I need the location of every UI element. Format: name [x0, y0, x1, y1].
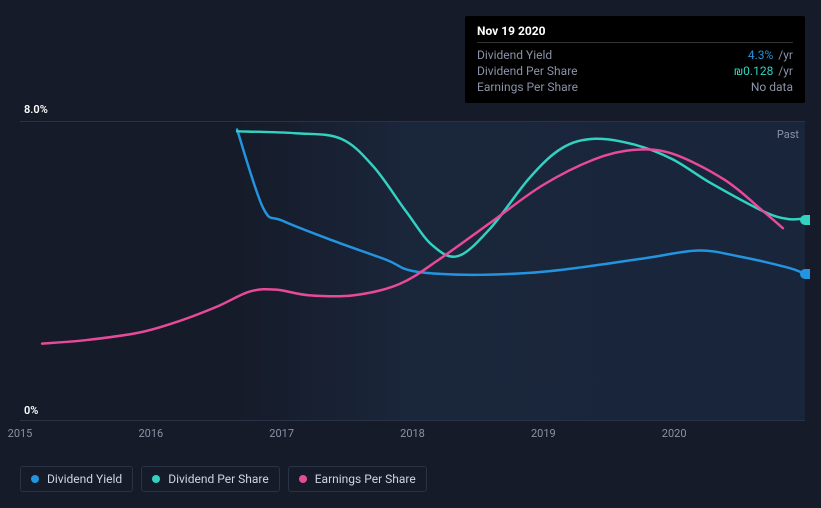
series-line-dividend_per_share	[237, 131, 802, 256]
tooltip-row-value: No data	[751, 80, 793, 94]
series-svg	[20, 122, 805, 420]
x-tick: 2020	[662, 427, 687, 440]
legend-item-dividend_per_share[interactable]: Dividend Per Share	[141, 466, 280, 492]
series-line-earnings_per_share	[42, 149, 783, 343]
legend-label: Dividend Per Share	[168, 472, 269, 486]
x-tick: 2016	[138, 427, 163, 440]
tooltip-row: Dividend Per Share ₪0.128 /yr	[477, 63, 793, 79]
plot-area[interactable]: Past	[20, 121, 805, 421]
y-axis-max: 8.0%	[24, 103, 48, 116]
legend-dot	[31, 475, 39, 483]
legend-item-dividend_yield[interactable]: Dividend Yield	[20, 466, 133, 492]
x-tick: 2018	[400, 427, 425, 440]
tooltip-row-value: ₪0.128 /yr	[734, 64, 793, 78]
tooltip-date: Nov 19 2020	[477, 24, 793, 43]
series-end-marker-dividend_per_share	[800, 215, 810, 225]
series-end-marker-dividend_yield	[800, 269, 810, 279]
legend-label: Earnings Per Share	[315, 472, 416, 486]
tooltip-row-label: Earnings Per Share	[477, 80, 578, 94]
tooltip-row: Dividend Yield 4.3% /yr	[477, 47, 793, 63]
tooltip-row-label: Dividend Yield	[477, 48, 552, 62]
chart-tooltip: Nov 19 2020 Dividend Yield4.3% /yrDivide…	[465, 16, 805, 103]
x-tick: 2017	[269, 427, 294, 440]
legend-dot	[152, 475, 160, 483]
x-tick: 2015	[8, 427, 33, 440]
x-axis: 201520162017201820192020	[20, 427, 805, 445]
y-axis-min: 0%	[24, 404, 38, 417]
tooltip-row-label: Dividend Per Share	[477, 64, 578, 78]
x-tick: 2019	[531, 427, 556, 440]
tooltip-rows: Dividend Yield4.3% /yrDividend Per Share…	[477, 47, 793, 95]
legend-dot	[299, 475, 307, 483]
legend-item-earnings_per_share[interactable]: Earnings Per Share	[288, 466, 427, 492]
tooltip-row: Earnings Per Share No data	[477, 79, 793, 95]
tooltip-row-value: 4.3% /yr	[748, 48, 793, 62]
dividend-chart: 8.0% Past 0% 201520162017201820192020	[20, 105, 805, 445]
legend-label: Dividend Yield	[47, 472, 122, 486]
legend: Dividend Yield Dividend Per Share Earnings…	[20, 466, 427, 492]
